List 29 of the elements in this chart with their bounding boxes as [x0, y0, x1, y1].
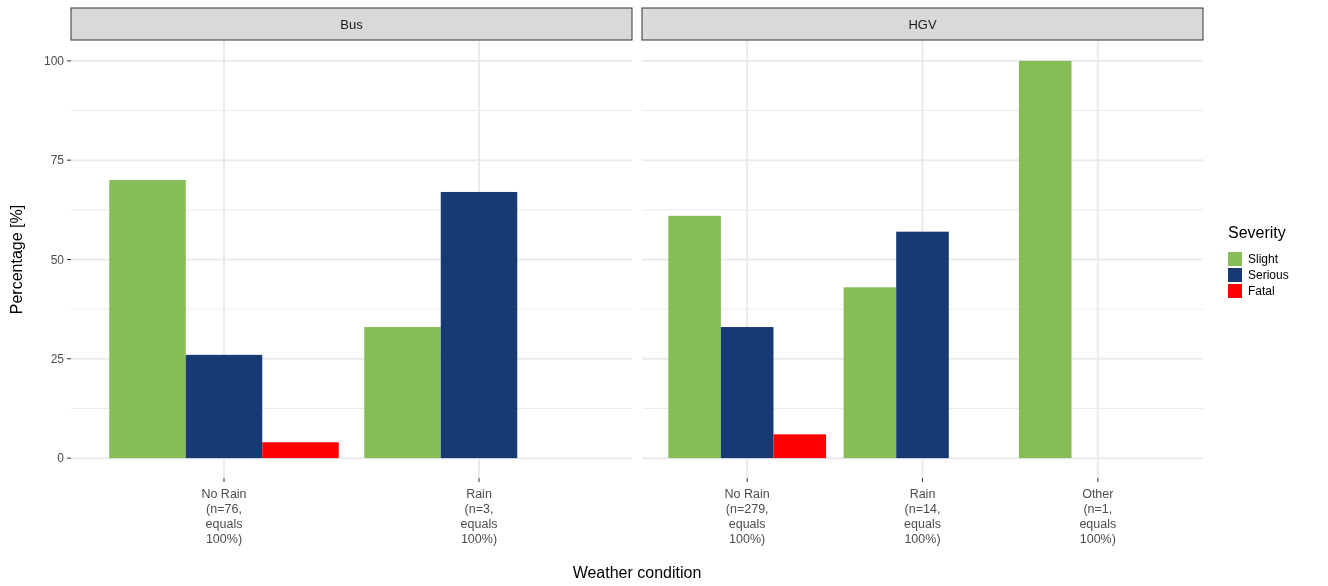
y-tick-label: 50: [50, 252, 65, 267]
x-tick-label: No Rain (n=279, equals 100%): [724, 487, 770, 546]
bar: [1018, 60, 1072, 459]
y-axis-title: Percentage [%]: [8, 204, 25, 315]
bar: [773, 434, 827, 459]
legend-title: Severity: [1228, 224, 1286, 241]
legend-label: Fatal: [1248, 284, 1275, 299]
legend-label: Slight: [1248, 252, 1279, 267]
bar: [262, 442, 339, 459]
legend-label: Serious: [1248, 268, 1289, 283]
bar: [440, 191, 518, 459]
bar: [185, 354, 263, 459]
y-tick-label: 25: [50, 352, 65, 367]
y-tick-label: 100: [43, 54, 65, 69]
bar: [896, 231, 949, 459]
x-tick-label: No Rain (n=76, equals 100%): [201, 487, 247, 546]
y-tick-label: 75: [50, 153, 65, 168]
bar: [843, 287, 897, 459]
x-tick-label: Other (n=1, equals 100%): [1079, 487, 1117, 546]
bar: [364, 327, 441, 459]
chart-title: Bus: [340, 17, 364, 32]
bar: [720, 327, 774, 459]
bar: [668, 215, 721, 459]
x-axis-title: Weather condition: [572, 564, 702, 581]
chart-title: HGV: [908, 17, 937, 32]
x-tick-label: Rain (n=3, equals 100%): [460, 487, 498, 546]
y-tick-label: 0: [57, 451, 65, 466]
x-tick-label: Rain (n=14, equals 100%): [904, 487, 941, 546]
bar: [109, 180, 186, 459]
